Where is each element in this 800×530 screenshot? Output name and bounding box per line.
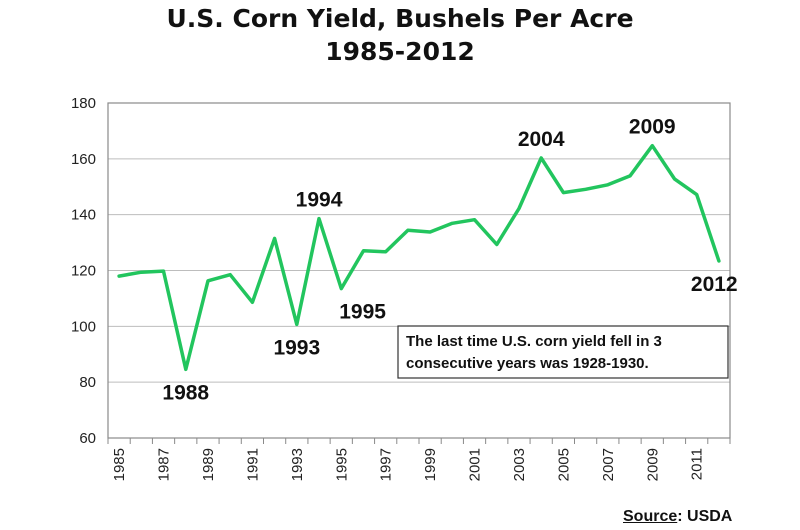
annotation-label: 1994 <box>296 189 343 212</box>
x-tick-label: 1999 <box>422 448 439 481</box>
x-tick-label: 1987 <box>156 448 173 481</box>
annotation-label: 1988 <box>162 381 209 404</box>
source-label: Source <box>623 508 678 525</box>
x-tick-label: 1985 <box>111 448 128 481</box>
y-tick-label: 120 <box>71 263 96 280</box>
x-tick-label: 1995 <box>333 448 350 481</box>
y-tick-label: 100 <box>71 318 96 335</box>
source-text: : USDA <box>677 508 733 525</box>
x-tick-label: 2011 <box>689 448 706 480</box>
annotation-label: 1993 <box>273 336 320 359</box>
x-tick-label: 2005 <box>555 448 572 481</box>
x-tick-label: 1989 <box>200 448 217 481</box>
annotation-label: 1995 <box>339 301 386 324</box>
x-tick-label: 1997 <box>378 448 395 481</box>
note-text-line: The last time U.S. corn yield fell in 3 <box>406 333 662 350</box>
y-tick-label: 60 <box>79 430 96 447</box>
note-box <box>397 325 729 379</box>
x-tick-label: 1991 <box>244 448 261 481</box>
y-tick-label: 140 <box>71 207 96 224</box>
annotation-label: 2009 <box>629 116 676 139</box>
annotation-label: 2012 <box>691 273 738 296</box>
chart-title: U.S. Corn Yield, Bushels Per Acre <box>166 4 634 33</box>
x-tick-label: 1993 <box>289 448 306 481</box>
x-tick-label: 2009 <box>644 448 661 481</box>
y-tick-label: 80 <box>79 374 96 391</box>
x-tick-label: 2003 <box>511 448 528 481</box>
annotation-label: 2004 <box>518 128 565 151</box>
chart-subtitle: 1985-2012 <box>325 37 475 66</box>
series-line <box>117 143 721 372</box>
source-credit: Source: USDA <box>623 508 732 526</box>
y-tick-label: 160 <box>71 151 96 168</box>
note-text-line: consecutive years was 1928-1930. <box>406 355 649 372</box>
x-tick-label: 2007 <box>600 448 617 481</box>
x-tick-label: 2001 <box>467 448 484 481</box>
y-tick-label: 180 <box>71 95 96 112</box>
